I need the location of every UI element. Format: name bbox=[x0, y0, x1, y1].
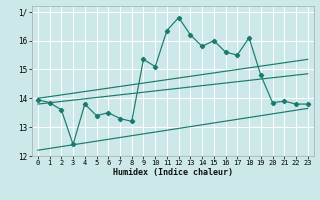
X-axis label: Humidex (Indice chaleur): Humidex (Indice chaleur) bbox=[113, 168, 233, 177]
